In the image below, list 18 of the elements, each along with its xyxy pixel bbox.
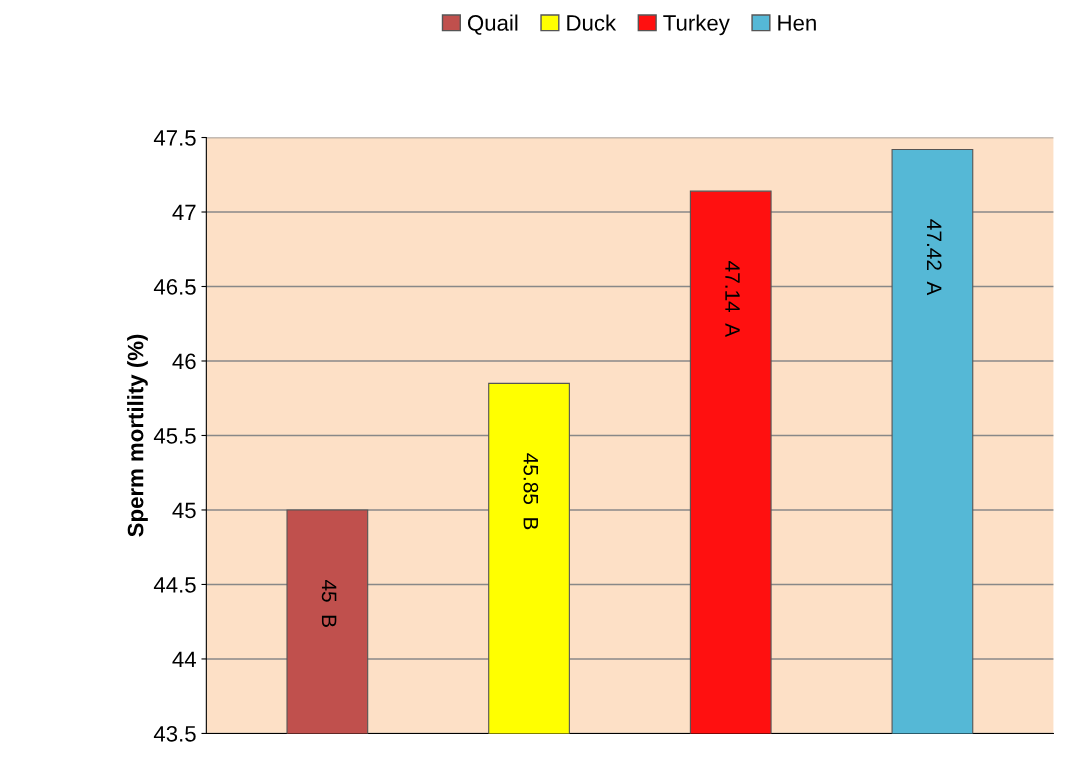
- data-label: 45.85 B: [523, 453, 539, 530]
- y-tick-label: 45: [172, 502, 196, 519]
- data-label: 47.42 A: [927, 219, 942, 296]
- y-tick-label: 45.5: [153, 428, 196, 444]
- y-tick-label: 44: [172, 651, 196, 667]
- legend-label: Hen: [778, 15, 816, 31]
- y-tick-label: 46.5: [153, 279, 196, 295]
- y-axis-title: Sperm mortility (%): [127, 334, 148, 537]
- y-tick-label: 47: [172, 204, 196, 221]
- y-tick-label: 46: [172, 353, 196, 370]
- y-tick-label: 47.5: [153, 130, 196, 146]
- y-tick-label: 44.5: [153, 577, 196, 593]
- y-tick-label: 43.5: [153, 725, 196, 742]
- legend-label: Quail: [467, 14, 518, 35]
- legend-label: Turkey: [663, 14, 730, 36]
- data-label: 45 B: [321, 579, 337, 627]
- legend-label: Duck: [567, 14, 617, 31]
- data-label: 47.14 A: [725, 261, 740, 338]
